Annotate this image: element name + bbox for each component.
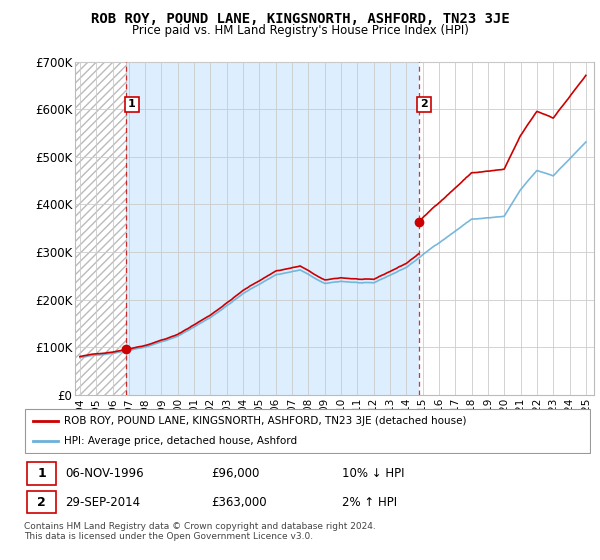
Text: 2: 2 <box>37 496 46 508</box>
Bar <box>419 62 594 395</box>
Text: 06-NOV-1996: 06-NOV-1996 <box>65 467 143 480</box>
Text: 10% ↓ HPI: 10% ↓ HPI <box>341 467 404 480</box>
FancyBboxPatch shape <box>27 462 56 484</box>
FancyBboxPatch shape <box>25 409 590 452</box>
Text: £96,000: £96,000 <box>211 467 259 480</box>
FancyBboxPatch shape <box>27 491 56 514</box>
Text: 1: 1 <box>128 100 136 109</box>
Text: £363,000: £363,000 <box>211 496 267 508</box>
Text: Price paid vs. HM Land Registry's House Price Index (HPI): Price paid vs. HM Land Registry's House … <box>131 24 469 37</box>
Text: Contains HM Land Registry data © Crown copyright and database right 2024.
This d: Contains HM Land Registry data © Crown c… <box>24 522 376 542</box>
Text: ROB ROY, POUND LANE, KINGSNORTH, ASHFORD, TN23 3JE: ROB ROY, POUND LANE, KINGSNORTH, ASHFORD… <box>91 12 509 26</box>
Bar <box>75 62 127 395</box>
Bar <box>127 62 419 395</box>
Text: 1: 1 <box>37 467 46 480</box>
Text: ROB ROY, POUND LANE, KINGSNORTH, ASHFORD, TN23 3JE (detached house): ROB ROY, POUND LANE, KINGSNORTH, ASHFORD… <box>64 416 466 426</box>
Text: 2: 2 <box>420 100 428 109</box>
Text: 2% ↑ HPI: 2% ↑ HPI <box>341 496 397 508</box>
Text: HPI: Average price, detached house, Ashford: HPI: Average price, detached house, Ashf… <box>64 436 297 446</box>
Text: 29-SEP-2014: 29-SEP-2014 <box>65 496 140 508</box>
Bar <box>75 62 127 395</box>
